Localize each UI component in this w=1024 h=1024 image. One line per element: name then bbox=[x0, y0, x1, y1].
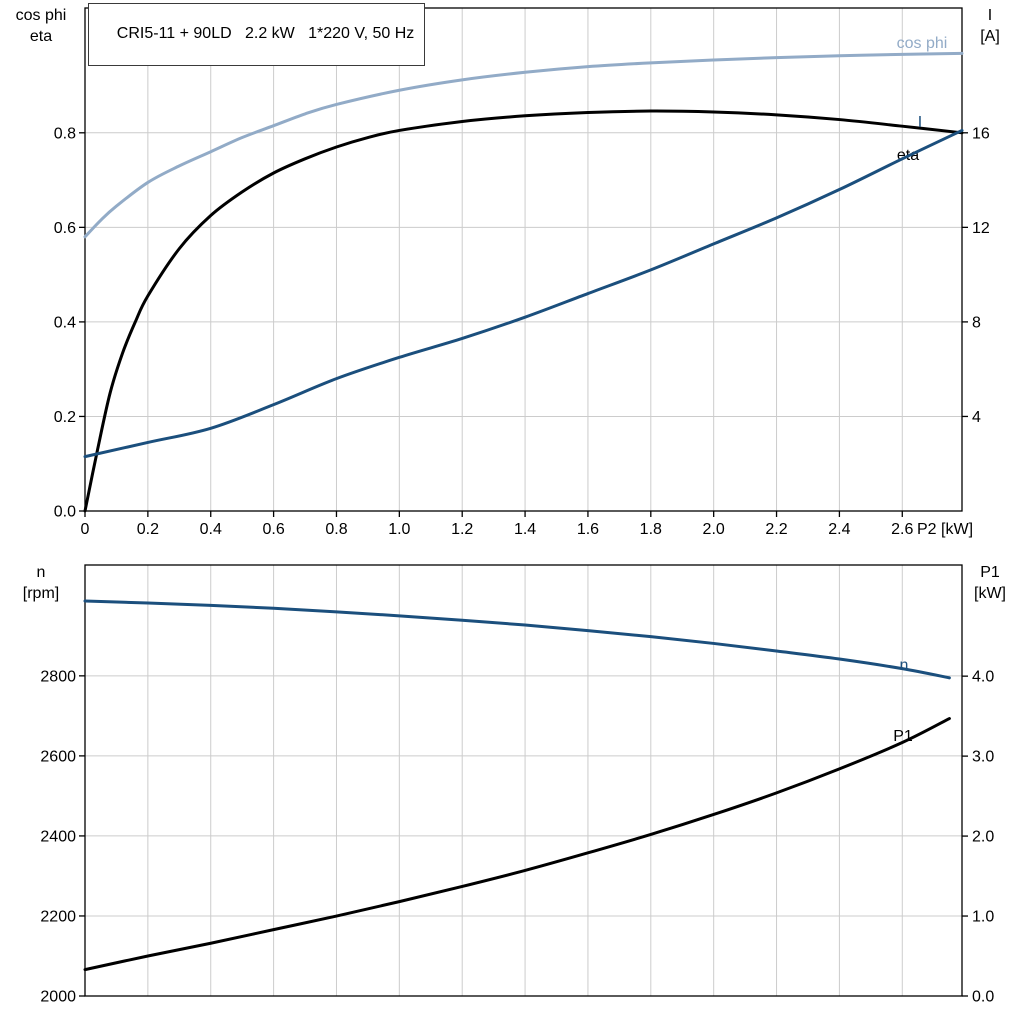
left-axis-tick-label: 0.8 bbox=[54, 125, 76, 142]
x-axis-tick-label: 0.8 bbox=[325, 521, 347, 538]
bottom-right-axis-title: P1 [kW] bbox=[964, 562, 1016, 604]
x-axis-label: P2 [kW] bbox=[917, 521, 973, 538]
top-right-axis-title: I [A] bbox=[964, 5, 1016, 47]
speed-axis-title-line1: n bbox=[36, 564, 46, 581]
x-axis-tick-label: 1.8 bbox=[640, 521, 662, 538]
plot-frame bbox=[84, 7, 963, 512]
right-axis-tick-label: 4.0 bbox=[972, 669, 994, 686]
right-axis-title-line2: [A] bbox=[980, 28, 1000, 45]
x-axis-tick-label: 1.4 bbox=[514, 521, 536, 538]
x-axis-tick-label: 0.4 bbox=[200, 521, 222, 538]
x-axis-tick-label: 0.2 bbox=[137, 521, 159, 538]
left-axis-tick-label: 2000 bbox=[40, 989, 76, 1006]
x-axis-tick-label: 1.6 bbox=[577, 521, 599, 538]
chart-title: CRI5-11 + 90LD 2.2 kW 1*220 V, 50 Hz bbox=[116, 25, 415, 42]
right-axis-tick-label: 1.0 bbox=[972, 909, 994, 926]
right-axis-tick-label: 3.0 bbox=[972, 749, 994, 766]
right-axis-tick-label: 16 bbox=[972, 125, 990, 142]
curve-eta bbox=[83, 109, 964, 513]
left-axis-tick-label: 2600 bbox=[40, 748, 76, 765]
right-axis-tick-label: 8 bbox=[972, 314, 981, 331]
left-axis-tick-label: 0.6 bbox=[54, 220, 76, 237]
x-axis-tick-label: 0 bbox=[81, 521, 90, 538]
left-axis-tick-label: 2400 bbox=[40, 828, 76, 845]
curve-speed bbox=[83, 599, 951, 680]
left-axis-title-line2: eta bbox=[29, 28, 53, 45]
x-axis-tick-label: 2.0 bbox=[703, 521, 725, 538]
x-axis-tick-label: 0.6 bbox=[262, 521, 284, 538]
left-axis-tick-label: 0.0 bbox=[54, 504, 76, 521]
curve-label-p1: P1 bbox=[893, 728, 913, 745]
left-axis-tick-label: 2200 bbox=[40, 908, 76, 925]
right-axis-tick-label: 0.0 bbox=[972, 989, 994, 1006]
chart-title-box: CRI5-11 + 90LD 2.2 kW 1*220 V, 50 Hz bbox=[88, 3, 426, 66]
x-axis-tick-label: 1.2 bbox=[451, 521, 473, 538]
speed-axis-title-line2: [rpm] bbox=[22, 585, 60, 602]
right-axis-tick-label: 2.0 bbox=[972, 829, 994, 846]
left-axis-tick-label: 2800 bbox=[40, 668, 76, 685]
x-axis-tick-label: 2.6 bbox=[891, 521, 913, 538]
x-axis-tick-label: 2.4 bbox=[828, 521, 850, 538]
x-axis-tick-label: 2.2 bbox=[765, 521, 787, 538]
left-axis-title-line1: cos phi bbox=[15, 7, 67, 24]
curve-cos-phi bbox=[83, 51, 964, 239]
right-axis-tick-label: 12 bbox=[972, 220, 990, 237]
curve-current bbox=[83, 128, 964, 459]
bottom-left-axis-title: n [rpm] bbox=[2, 562, 80, 604]
right-axis-title-line1: I bbox=[987, 7, 993, 24]
power-axis-title-line2: [kW] bbox=[974, 585, 1006, 602]
curve-p1 bbox=[83, 717, 951, 972]
x-axis-tick-label: 1.0 bbox=[388, 521, 410, 538]
curve-label-current: I bbox=[918, 114, 922, 131]
right-axis-tick-label: 4 bbox=[972, 409, 981, 426]
curve-label-cos-phi: cos phi bbox=[897, 35, 948, 52]
curve-label-speed: n bbox=[900, 657, 909, 674]
plot-frame bbox=[84, 564, 963, 997]
left-axis-tick-label: 0.2 bbox=[54, 409, 76, 426]
power-axis-title-line1: P1 bbox=[980, 564, 1000, 581]
left-axis-tick-label: 0.4 bbox=[54, 314, 76, 331]
top-left-axis-title: cos phi eta bbox=[2, 5, 80, 47]
